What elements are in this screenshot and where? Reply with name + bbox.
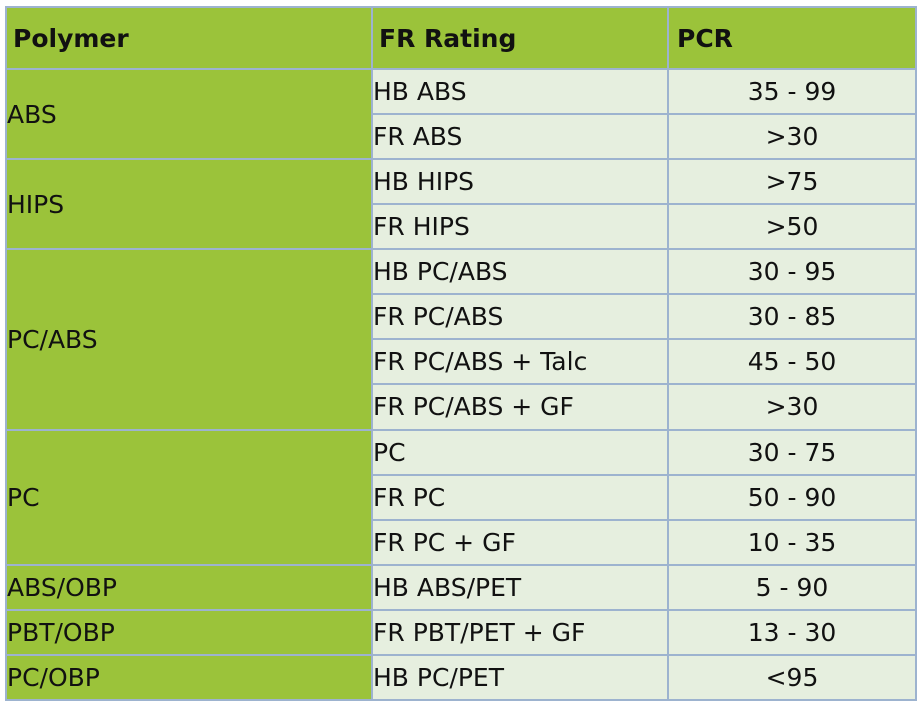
polymer-cell: PC/OBP: [5, 653, 373, 702]
pcr-cell: >30: [667, 113, 917, 161]
table-row: HIPS HB HIPS >75: [5, 158, 917, 251]
fr-rating-cell: HB ABS: [371, 67, 669, 116]
polymer-cell: ABS/OBP: [5, 563, 373, 611]
pcr-cell: >75: [667, 158, 917, 206]
pcr-cell: 30 - 85: [667, 293, 917, 341]
table-header: Polymer FR Rating PCR: [5, 6, 917, 70]
table-row: PC/ABS HB PC/ABS 30 - 95: [5, 248, 917, 431]
pcr-cell: <95: [667, 653, 917, 702]
polymer-cell: PC: [5, 428, 373, 566]
fr-rating-cell: FR ABS: [371, 113, 669, 161]
pcr-cell: >30: [667, 383, 917, 431]
table-row: FR PC/ABS 30 - 85: [6, 293, 917, 341]
header-fr-rating: FR Rating: [371, 6, 669, 70]
fr-rating-cell: HB HIPS: [371, 158, 669, 206]
pcr-cell: 5 - 90: [667, 563, 917, 611]
pcr-cell: 50 - 90: [667, 473, 917, 521]
fr-rating-cell: FR PC/ABS + GF: [371, 383, 669, 431]
pcr-cell: 13 - 30: [667, 608, 917, 656]
fr-rating-cell: FR PC/ABS + Talc: [371, 338, 669, 386]
fr-rating-cell: HB PC/PET: [371, 653, 669, 702]
table-row: PC PC 30 - 75: [5, 428, 917, 566]
table-row: FR ABS >30: [6, 113, 917, 161]
table-row: FR PC/ABS + Talc 45 - 50: [6, 338, 917, 386]
pcr-cell: >50: [667, 203, 917, 251]
polymer-cell: PBT/OBP: [5, 608, 373, 656]
pcr-cell: 30 - 95: [667, 248, 917, 296]
polymer-cell: HIPS: [5, 158, 373, 251]
fr-rating-cell: HB ABS/PET: [371, 563, 669, 611]
table-row: PBT/OBP FR PBT/PET + GF 13 - 30: [5, 608, 917, 656]
pcr-table: Polymer FR Rating PCR ABS HB ABS 35 - 99…: [5, 6, 917, 702]
polymer-cell: PC/ABS: [5, 248, 373, 431]
header-pcr: PCR: [667, 6, 917, 70]
table-row: ABS HB ABS 35 - 99: [5, 67, 917, 161]
table-row: FR PC + GF 10 - 35: [6, 518, 917, 566]
fr-rating-cell: FR PBT/PET + GF: [371, 608, 669, 656]
fr-rating-cell: FR HIPS: [371, 203, 669, 251]
table-row: PC/OBP HB PC/PET <95: [5, 653, 917, 702]
header-row: Polymer FR Rating PCR: [5, 6, 917, 70]
pcr-cell: 45 - 50: [667, 338, 917, 386]
polymer-cell: ABS: [5, 67, 373, 161]
table-row: FR PC 50 - 90: [6, 473, 917, 521]
table-row: FR PC/ABS + GF >30: [6, 383, 917, 431]
table-row: ABS/OBP HB ABS/PET 5 - 90: [5, 563, 917, 611]
fr-rating-cell: HB PC/ABS: [371, 248, 669, 296]
table-row: FR HIPS >50: [6, 203, 917, 251]
fr-rating-cell: PC: [371, 428, 669, 476]
fr-rating-cell: FR PC: [371, 473, 669, 521]
pcr-cell: 30 - 75: [667, 428, 917, 476]
fr-rating-cell: FR PC/ABS: [371, 293, 669, 341]
header-polymer: Polymer: [5, 6, 373, 70]
fr-rating-cell: FR PC + GF: [371, 518, 669, 566]
pcr-cell: 10 - 35: [667, 518, 917, 566]
pcr-cell: 35 - 99: [667, 67, 917, 116]
